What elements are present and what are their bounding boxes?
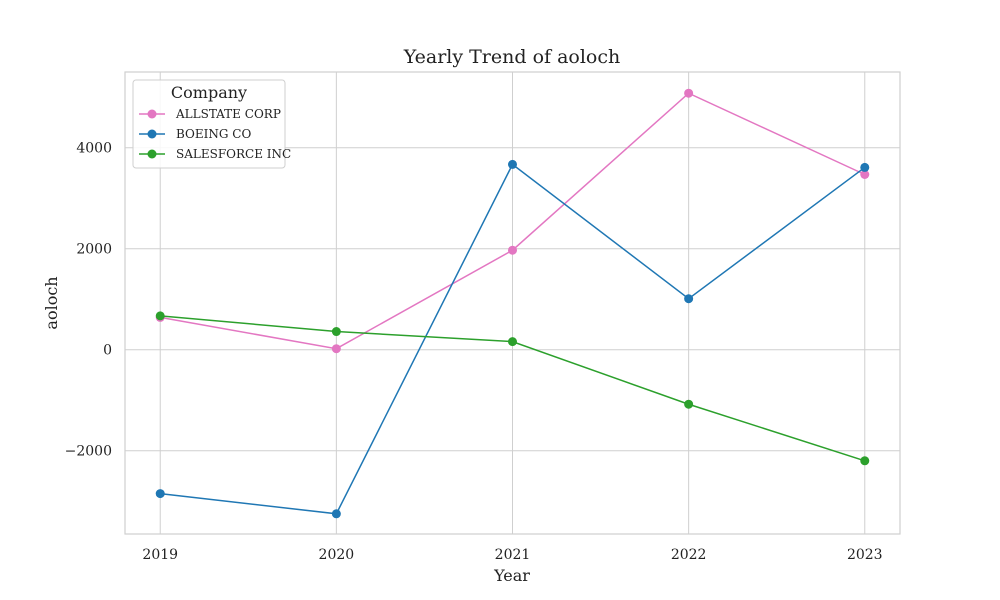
- legend-label: BOEING CO: [176, 127, 251, 141]
- data-point: [684, 294, 694, 304]
- y-tick-label: 0: [103, 343, 112, 359]
- series-boeing-co: [155, 159, 870, 519]
- legend-items: ALLSTATE CORP BOEING CO SALESFORCE INC: [139, 107, 291, 161]
- legend-dot-marker: [147, 109, 157, 119]
- y-tick-label: 4000: [76, 141, 112, 157]
- y-axis-label: aoloch: [42, 276, 61, 329]
- legend-label: ALLSTATE CORP: [175, 107, 281, 121]
- legend-title: Company: [171, 83, 247, 102]
- data-point: [684, 88, 694, 98]
- grid: [125, 72, 900, 534]
- legend-label: SALESFORCE INC: [176, 147, 291, 161]
- legend: Company ALLSTATE CORP BOEING CO SALESFORCE…: [132, 79, 291, 169]
- data-point: [508, 245, 517, 255]
- y-tick-label: −2000: [65, 444, 112, 460]
- x-tick-label: 2021: [495, 547, 531, 563]
- legend-dot-marker: [147, 149, 157, 159]
- data-point: [860, 456, 870, 466]
- data-point: [331, 344, 341, 354]
- legend-item: BOEING CO: [139, 127, 251, 141]
- data-point: [508, 159, 517, 169]
- legend-box: [132, 79, 286, 169]
- x-axis-label: Year: [493, 566, 530, 585]
- plot-frame: [124, 71, 901, 535]
- data-point: [155, 489, 165, 499]
- legend-dot-marker: [147, 129, 157, 139]
- data-point: [155, 311, 165, 321]
- tick-labels: 2019 2020 2021 2022 2023 −2000 0 2000 4000: [65, 141, 883, 563]
- data-point: [684, 399, 694, 409]
- data-point: [508, 337, 517, 347]
- series-salesforce-inc: [155, 311, 870, 466]
- data-point: [860, 169, 870, 179]
- x-tick-label: 2022: [671, 547, 707, 563]
- data-point: [331, 327, 341, 337]
- data-point: [331, 509, 341, 519]
- x-tick-label: 2019: [142, 547, 178, 563]
- chart-title: Yearly Trend of aoloch: [403, 46, 621, 68]
- y-tick-label: 2000: [76, 242, 112, 258]
- data-point: [860, 162, 870, 172]
- x-tick-label: 2020: [319, 547, 355, 563]
- legend-item: SALESFORCE INC: [139, 147, 291, 161]
- series-layer: [155, 88, 870, 519]
- legend-item: ALLSTATE CORP: [139, 107, 281, 121]
- x-tick-label: 2023: [847, 547, 883, 563]
